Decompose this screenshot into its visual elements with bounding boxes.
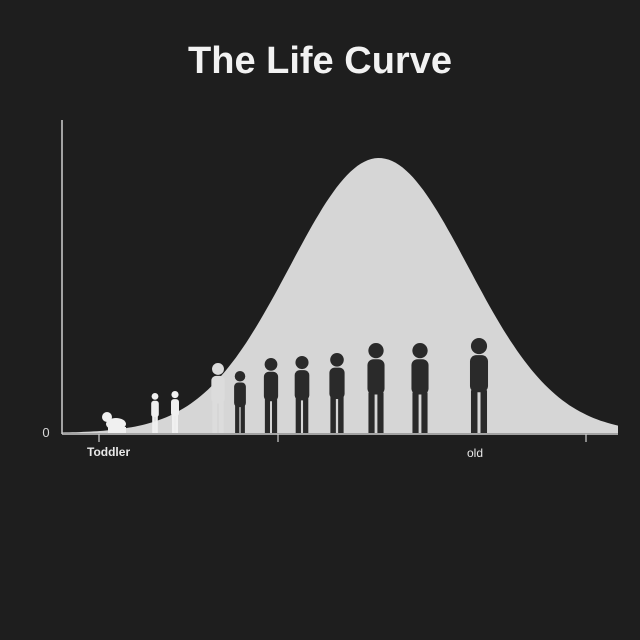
chart-title: The Life Curve	[188, 40, 452, 82]
figure-child	[211, 363, 225, 433]
figure-adult	[367, 343, 385, 433]
life-stage-figures	[102, 338, 489, 433]
figure-teen	[294, 356, 310, 433]
x-axis-ticks	[98, 434, 587, 442]
figure-child	[234, 371, 246, 433]
x-tick-label-toddler: Toddler	[87, 445, 130, 459]
figure-infant	[102, 412, 126, 433]
y-tick-label-0: 0	[42, 425, 49, 440]
figure-youth	[263, 358, 279, 433]
figure-young-adult	[329, 353, 345, 433]
figure-senior	[469, 338, 489, 433]
figure-adult	[411, 343, 429, 433]
figure-toddler	[151, 393, 159, 433]
figure-toddler	[171, 391, 179, 433]
x-tick-label-old: old	[467, 446, 483, 460]
